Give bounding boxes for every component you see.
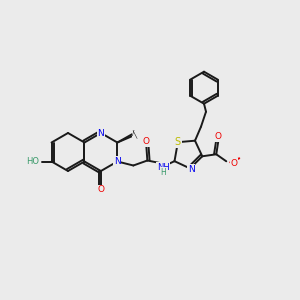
- Text: HO: HO: [26, 157, 39, 166]
- Text: N: N: [188, 165, 194, 174]
- Text: /: /: [132, 130, 135, 136]
- Text: O: O: [98, 185, 104, 194]
- Text: NH: NH: [157, 163, 170, 172]
- Text: ╲: ╲: [132, 130, 137, 139]
- Text: H: H: [160, 168, 166, 177]
- Text: N: N: [114, 157, 121, 166]
- Text: S: S: [175, 137, 181, 147]
- Text: O: O: [143, 137, 150, 146]
- Text: O: O: [215, 132, 222, 141]
- Text: N: N: [98, 128, 104, 137]
- Text: O: O: [231, 159, 238, 168]
